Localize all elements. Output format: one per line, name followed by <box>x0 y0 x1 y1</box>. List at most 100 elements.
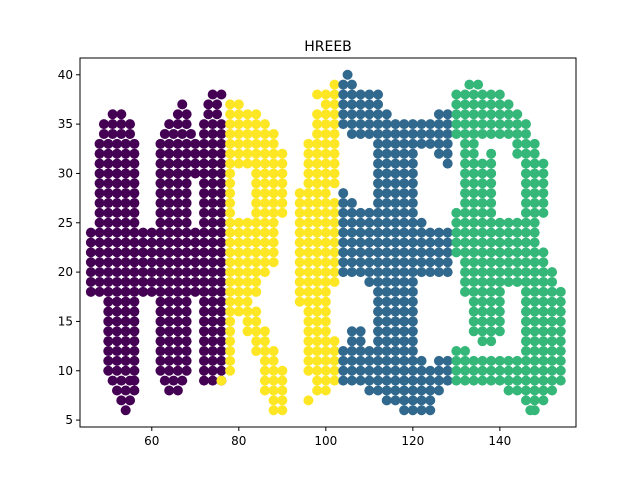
y-tick-label: 40 <box>58 68 73 82</box>
data-point <box>486 178 497 189</box>
data-point <box>216 267 227 278</box>
data-point <box>277 365 288 376</box>
data-point <box>120 326 131 337</box>
data-point <box>98 128 109 139</box>
data-point <box>468 326 479 337</box>
data-point <box>390 276 401 287</box>
data-point <box>120 168 131 179</box>
data-point <box>547 355 558 366</box>
data-point <box>486 128 497 139</box>
data-point <box>303 257 314 268</box>
data-point <box>268 365 279 376</box>
data-point <box>494 217 505 228</box>
data-point <box>494 286 505 297</box>
data-point <box>207 306 218 317</box>
data-point <box>120 217 131 228</box>
data-point <box>346 227 357 238</box>
data-point <box>460 148 471 159</box>
data-point <box>225 336 236 347</box>
data-point <box>529 355 540 366</box>
data-point <box>177 99 188 110</box>
data-point <box>320 296 331 307</box>
data-point <box>199 365 209 376</box>
data-point <box>520 316 531 327</box>
data-point <box>329 89 340 100</box>
data-point <box>199 306 209 317</box>
data-point <box>181 346 192 357</box>
data-point <box>538 375 549 386</box>
data-point <box>259 247 270 258</box>
data-point <box>259 128 270 139</box>
data-point <box>373 99 384 110</box>
data-point <box>520 306 531 317</box>
data-point <box>172 326 183 337</box>
data-point <box>107 109 118 120</box>
data-point <box>225 346 236 357</box>
data-point <box>355 346 366 357</box>
data-point <box>242 276 253 287</box>
data-point <box>251 128 262 139</box>
data-point <box>329 178 340 189</box>
data-point <box>486 148 497 159</box>
data-point <box>320 385 331 396</box>
data-point <box>468 237 479 248</box>
data-point <box>460 178 471 189</box>
data-point <box>390 148 401 159</box>
data-point <box>407 227 418 238</box>
data-point <box>390 286 401 297</box>
data-point <box>225 267 236 278</box>
data-point <box>294 257 305 268</box>
data-point <box>486 247 497 258</box>
data-point <box>303 336 314 347</box>
data-point <box>486 375 497 386</box>
data-point <box>129 257 140 268</box>
data-point <box>259 346 270 357</box>
data-point <box>294 237 305 248</box>
data-point <box>312 158 323 169</box>
data-point <box>529 168 540 179</box>
data-point <box>407 395 418 406</box>
data-point <box>477 178 488 189</box>
data-point <box>329 336 340 347</box>
data-point <box>442 267 453 278</box>
data-point <box>407 355 418 366</box>
data-point <box>199 178 209 189</box>
data-point <box>390 207 401 218</box>
data-point <box>555 346 566 357</box>
data-point <box>373 267 384 278</box>
data-point <box>555 375 566 386</box>
data-point <box>451 247 462 258</box>
data-point <box>116 109 127 120</box>
data-point <box>494 237 505 248</box>
data-point <box>364 276 375 287</box>
data-point <box>242 326 253 337</box>
data-point <box>390 198 401 209</box>
data-point <box>216 119 227 130</box>
data-point <box>399 168 410 179</box>
data-point <box>94 247 105 258</box>
data-point <box>172 148 183 159</box>
data-point <box>486 237 497 248</box>
data-point <box>547 385 558 396</box>
data-point <box>111 217 122 228</box>
data-point <box>364 99 375 110</box>
data-point <box>477 119 488 130</box>
data-point <box>520 119 531 130</box>
data-point <box>129 158 140 169</box>
data-point <box>460 257 471 268</box>
data-point <box>373 365 384 376</box>
data-point <box>303 138 314 149</box>
data-point <box>172 276 183 287</box>
data-point <box>520 158 531 169</box>
data-point <box>407 267 418 278</box>
data-point <box>486 119 497 130</box>
data-point <box>381 207 392 218</box>
data-point <box>442 257 453 268</box>
data-point <box>103 178 114 189</box>
data-point <box>216 296 227 307</box>
data-point <box>207 119 218 130</box>
data-point <box>199 138 209 149</box>
data-point <box>312 346 323 357</box>
data-point <box>225 296 236 307</box>
data-point <box>503 227 514 238</box>
